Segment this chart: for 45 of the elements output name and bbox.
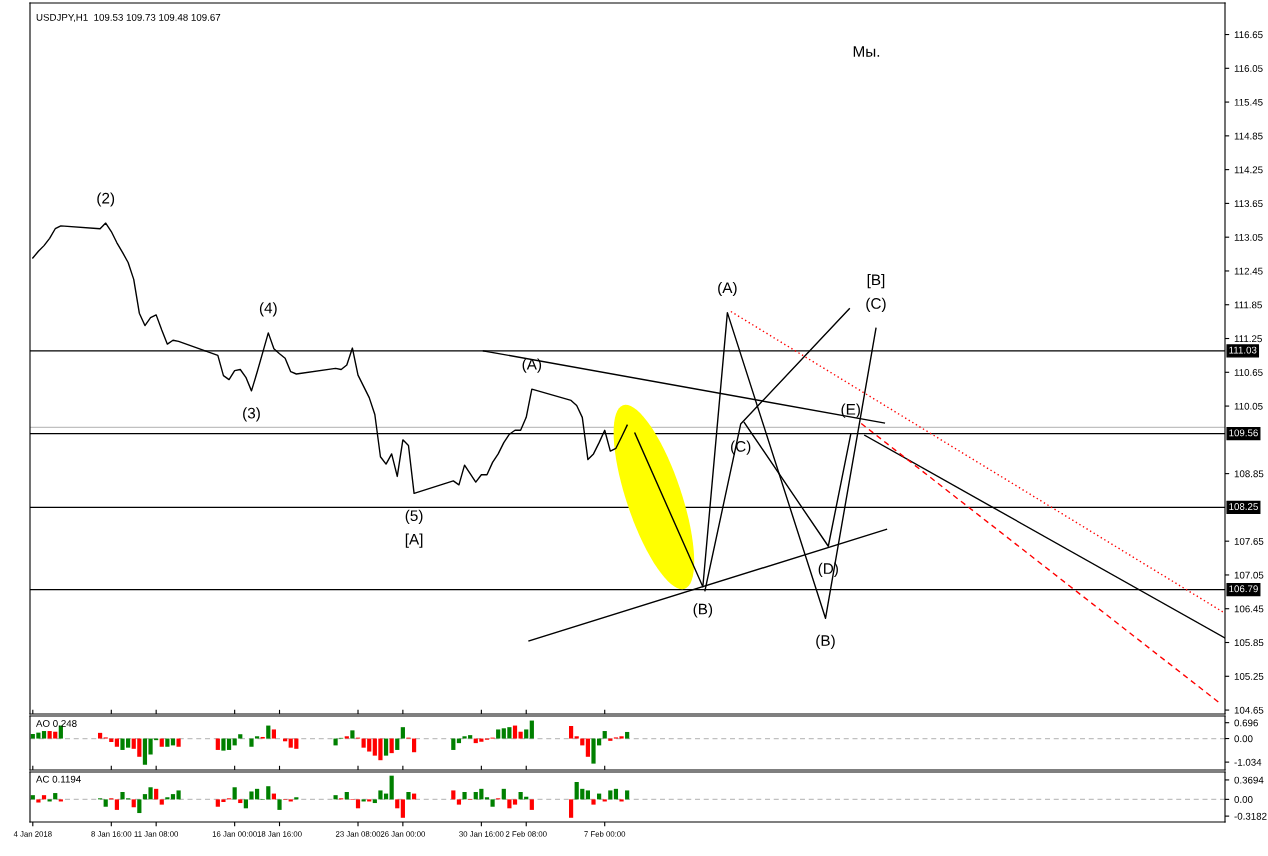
y-tick-label: 104.65 [1234, 706, 1264, 714]
y-tick-label: 115.45 [1234, 98, 1263, 106]
y-tick-label: 111.25 [1234, 335, 1262, 343]
annotation: [A] [405, 533, 423, 548]
y-tick-label: 105.85 [1234, 639, 1264, 647]
y-tick-label: 112.45 [1234, 267, 1263, 275]
annotation: (5) [405, 509, 423, 525]
annotation: (2) [97, 192, 115, 207]
y-tick-label: 105.25 [1234, 673, 1264, 680]
y-tick-label: 0.00 [1234, 796, 1253, 803]
annotation: (4) [259, 302, 277, 317]
ref-line-label: 109.56 [1229, 429, 1258, 437]
annotation: (E) [841, 403, 860, 418]
y-tick-label: 116.65 [1234, 31, 1263, 39]
annotation: (3) [243, 407, 260, 422]
annotation: (B) [816, 634, 835, 650]
chart-title: AC 0.1194 [35, 775, 81, 783]
annotation: (B) [693, 603, 713, 618]
annotation: (C) [866, 297, 886, 312]
ref-line-label: 108.25 [1229, 503, 1258, 511]
y-tick-label: -1.034 [1234, 758, 1262, 766]
y-tick-label: 111.85 [1234, 301, 1262, 309]
annotation: Мы. [853, 46, 880, 57]
ref-line-label: 111.03 [1229, 346, 1257, 354]
y-tick-label: 107.05 [1234, 571, 1264, 579]
annotation: (A) [522, 358, 542, 373]
y-tick-label: 113.05 [1234, 233, 1263, 241]
y-tick-label: 107.65 [1234, 537, 1264, 545]
annotation: [B] [867, 274, 885, 289]
y-tick-label: 110.05 [1234, 402, 1263, 410]
y-tick-label: 108.85 [1234, 470, 1264, 478]
y-tick-label: 114.85 [1234, 132, 1263, 140]
ref-line-label: 106.79 [1229, 585, 1258, 593]
y-tick-label: 116.05 [1234, 65, 1263, 72]
text: USDJPY,H1 109.53 109.73 109.48 109.67 [36, 13, 221, 22]
y-tick-label: 0.696 [1234, 719, 1258, 727]
chart-title: AO 0.248 [35, 720, 77, 727]
annotation: (A) [718, 281, 737, 297]
y-tick-label: 113.65 [1234, 200, 1263, 208]
y-tick-label: 0.3694 [1234, 776, 1264, 784]
y-tick-label: 114.25 [1234, 166, 1263, 174]
y-tick-label: 0.00 [1234, 735, 1253, 743]
y-tick-label: 110.65 [1234, 369, 1263, 376]
y-tick-label: 106.45 [1234, 605, 1264, 613]
y-tick-label: -0.3182 [1234, 812, 1267, 820]
